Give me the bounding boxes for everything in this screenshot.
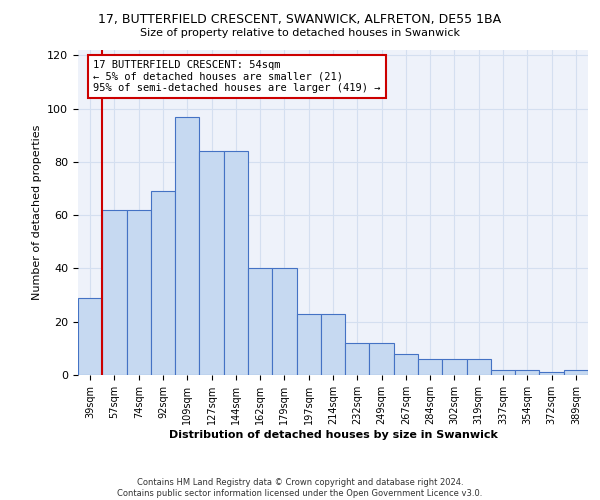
Bar <box>418 359 442 375</box>
Bar <box>224 151 248 375</box>
Bar <box>102 210 127 375</box>
Text: 17 BUTTERFIELD CRESCENT: 54sqm
← 5% of detached houses are smaller (21)
95% of s: 17 BUTTERFIELD CRESCENT: 54sqm ← 5% of d… <box>94 60 381 93</box>
Bar <box>296 314 321 375</box>
Text: Contains HM Land Registry data © Crown copyright and database right 2024.
Contai: Contains HM Land Registry data © Crown c… <box>118 478 482 498</box>
X-axis label: Distribution of detached houses by size in Swanwick: Distribution of detached houses by size … <box>169 430 497 440</box>
Bar <box>272 268 296 375</box>
Bar <box>175 116 199 375</box>
Bar <box>370 343 394 375</box>
Y-axis label: Number of detached properties: Number of detached properties <box>32 125 41 300</box>
Text: 17, BUTTERFIELD CRESCENT, SWANWICK, ALFRETON, DE55 1BA: 17, BUTTERFIELD CRESCENT, SWANWICK, ALFR… <box>98 12 502 26</box>
Bar <box>199 151 224 375</box>
Bar <box>127 210 151 375</box>
Bar <box>151 191 175 375</box>
Bar <box>321 314 345 375</box>
Bar <box>78 298 102 375</box>
Bar <box>539 372 564 375</box>
Bar <box>248 268 272 375</box>
Text: Size of property relative to detached houses in Swanwick: Size of property relative to detached ho… <box>140 28 460 38</box>
Bar <box>345 343 370 375</box>
Bar <box>442 359 467 375</box>
Bar <box>515 370 539 375</box>
Bar <box>564 370 588 375</box>
Bar <box>394 354 418 375</box>
Bar <box>467 359 491 375</box>
Bar <box>491 370 515 375</box>
